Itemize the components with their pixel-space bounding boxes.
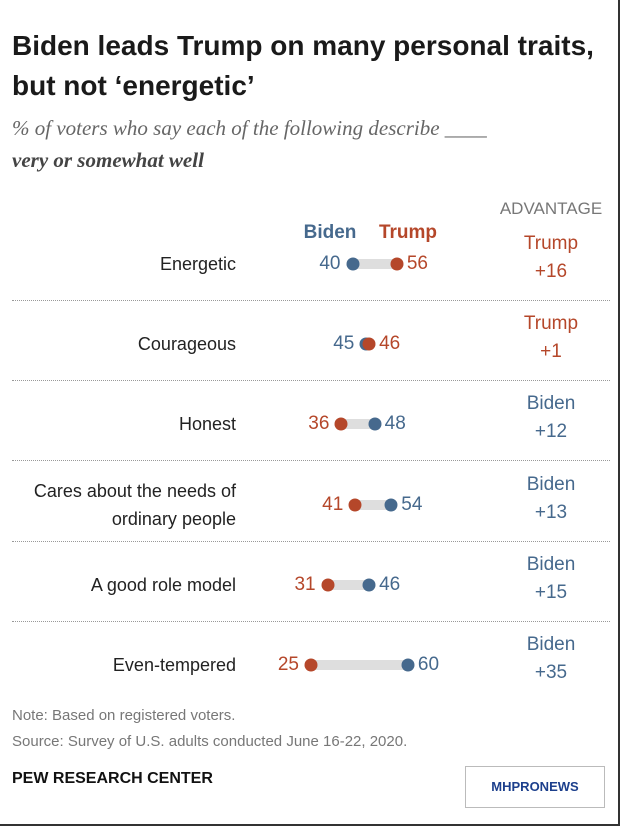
dot bbox=[362, 337, 376, 351]
advantage-value: +12 bbox=[534, 421, 568, 443]
subtitle: very or somewhat well bbox=[12, 148, 204, 172]
dot bbox=[362, 578, 376, 592]
advantage-leader: Biden bbox=[526, 393, 576, 415]
value-label: 46 bbox=[379, 573, 401, 595]
advantage-value: +35 bbox=[534, 662, 568, 683]
legend-label: Trump bbox=[378, 222, 438, 243]
advantage-leader: Biden bbox=[526, 553, 576, 575]
advantage-leader: Biden bbox=[526, 634, 576, 655]
range-bar bbox=[310, 660, 408, 670]
category-label: Honest bbox=[178, 414, 236, 435]
separator bbox=[12, 620, 610, 622]
dot bbox=[401, 658, 415, 672]
chart-title: Biden leads Trump on many personal trait… bbox=[12, 30, 594, 101]
subtitle: % of voters who say each of the followin… bbox=[12, 116, 487, 140]
dot bbox=[348, 498, 362, 512]
dot bbox=[384, 498, 398, 512]
value-label: 56 bbox=[406, 253, 428, 274]
dot bbox=[390, 257, 404, 271]
separator bbox=[12, 300, 610, 301]
watermark: MHPRONEWS bbox=[465, 766, 605, 808]
value-label: 31 bbox=[294, 573, 316, 595]
value-label: 46 bbox=[379, 333, 401, 355]
value-label: 54 bbox=[401, 493, 423, 515]
source: Source: Survey of U.S. adults conducted … bbox=[12, 733, 408, 750]
range-bar bbox=[327, 579, 370, 590]
range-bar bbox=[352, 259, 397, 269]
value-label: 41 bbox=[322, 493, 344, 515]
category-label: Energetic bbox=[159, 254, 236, 274]
category-label: A good role model bbox=[90, 574, 236, 595]
range-bar bbox=[341, 419, 375, 430]
range-bar bbox=[355, 499, 392, 510]
advantage-title: ADVANTAGE bbox=[499, 199, 603, 218]
advantage-value: +15 bbox=[534, 581, 568, 603]
dot bbox=[334, 417, 348, 431]
value-label: 60 bbox=[417, 654, 440, 675]
advantage-value: +13 bbox=[534, 501, 568, 523]
dot bbox=[346, 257, 359, 271]
value-label: 48 bbox=[384, 413, 406, 435]
value-label: 45 bbox=[333, 333, 355, 355]
brand: PEW RESEARCH CENTER bbox=[12, 770, 213, 787]
separator bbox=[12, 540, 610, 542]
category-label: Cares about the needs of ordinary people bbox=[33, 480, 236, 529]
advantage-leader: Trump bbox=[523, 313, 579, 335]
value-label: 25 bbox=[277, 654, 299, 675]
separator bbox=[12, 380, 610, 382]
advantage-leader: Biden bbox=[526, 473, 576, 495]
advantage-value: +16 bbox=[534, 261, 568, 282]
category-label: Courageous bbox=[137, 334, 236, 355]
dot bbox=[304, 658, 318, 672]
value-label: 36 bbox=[308, 413, 330, 435]
note: Note: Based on registered voters. bbox=[12, 707, 236, 724]
category-label: Even-tempered bbox=[112, 655, 236, 675]
advantage-value: +1 bbox=[540, 341, 562, 363]
legend-label: Biden bbox=[303, 222, 357, 243]
dot bbox=[368, 417, 382, 431]
value-label: 40 bbox=[319, 253, 341, 274]
separator bbox=[12, 460, 610, 462]
advantage-leader: Trump bbox=[523, 233, 579, 254]
dot bbox=[321, 578, 335, 592]
